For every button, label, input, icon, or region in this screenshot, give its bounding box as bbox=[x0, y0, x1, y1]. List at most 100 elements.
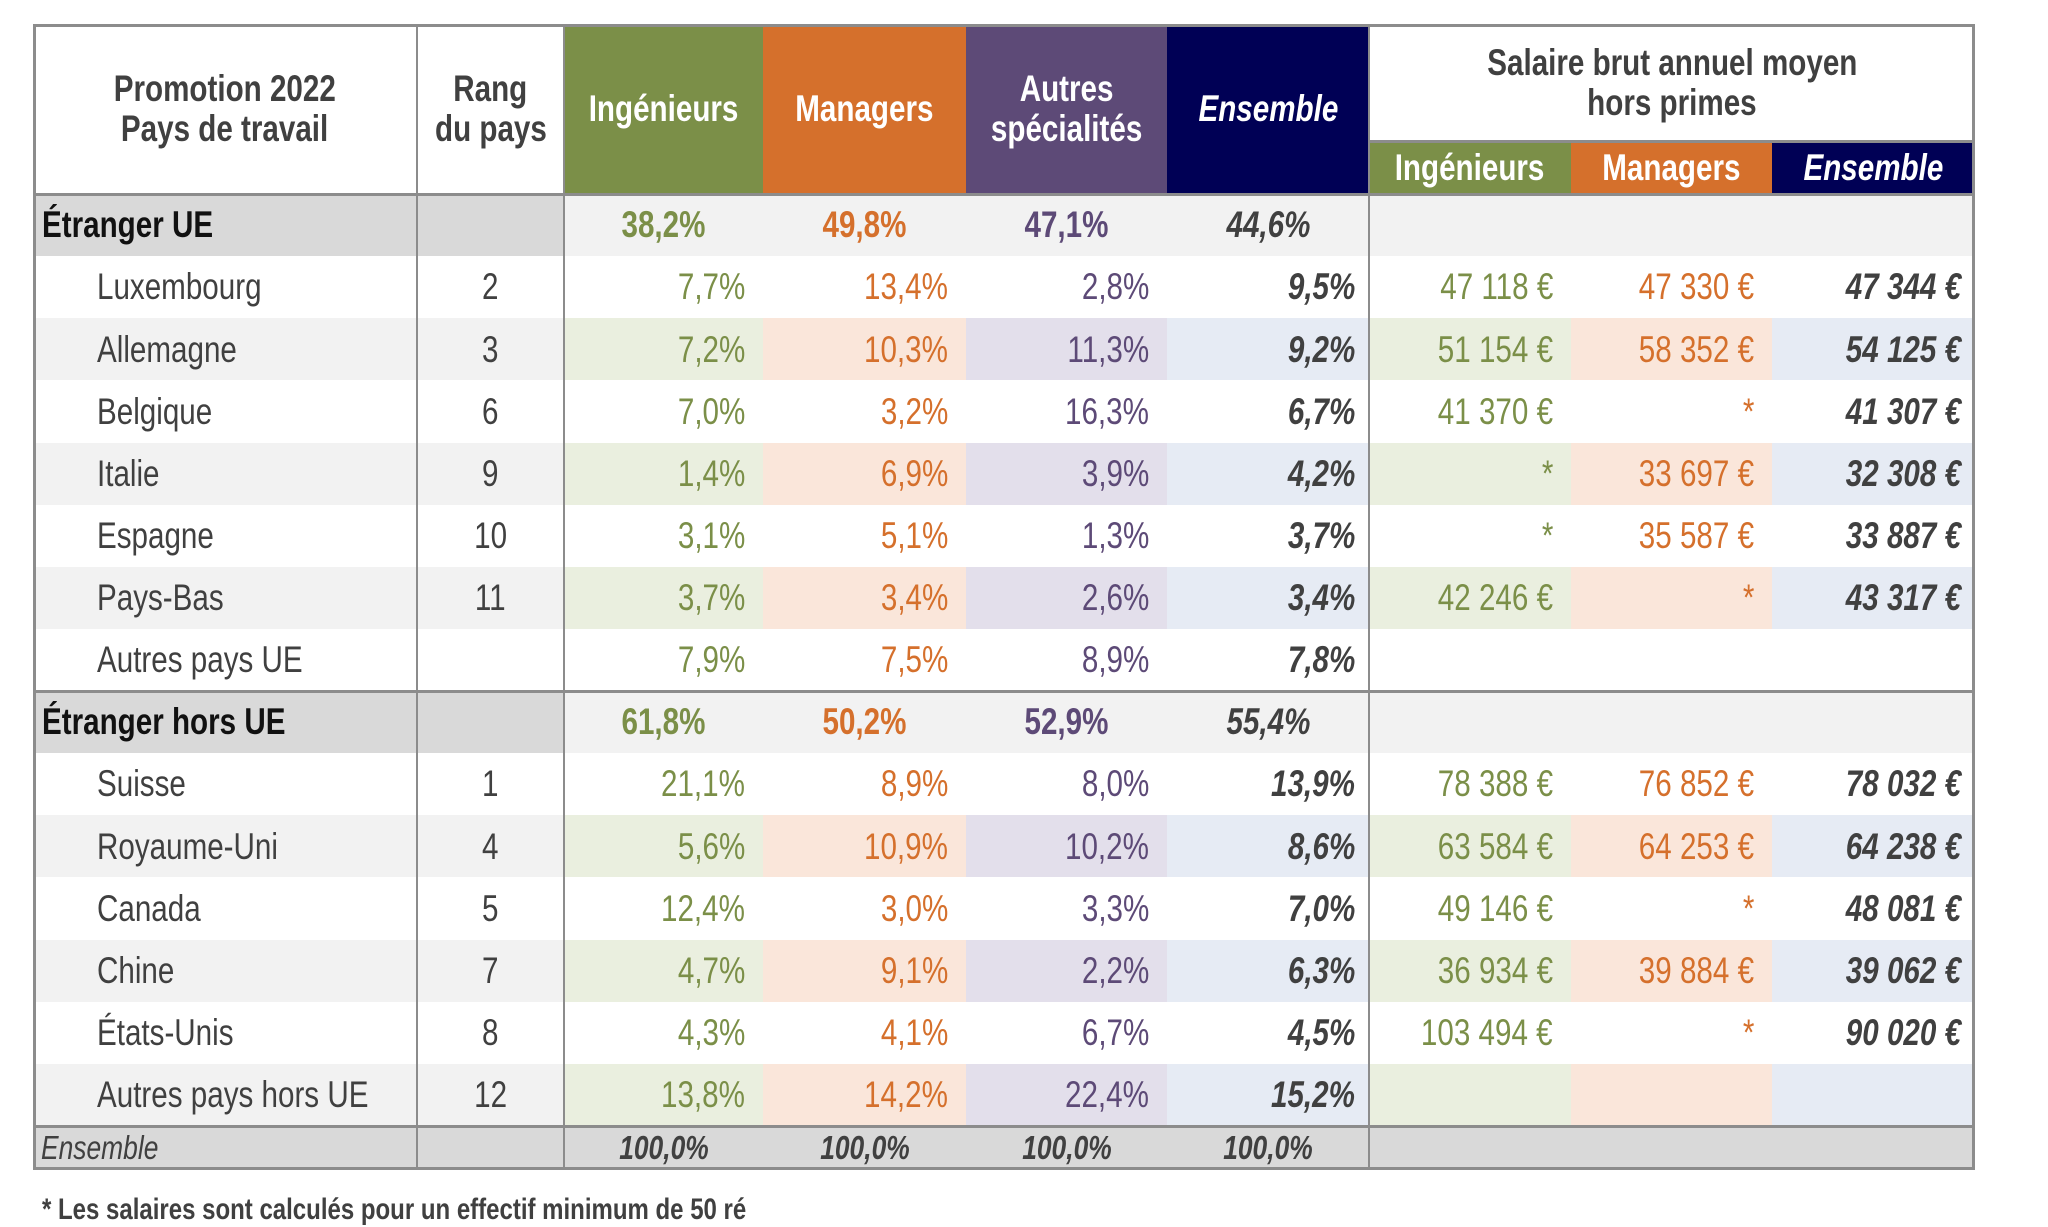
cell-ing: 3,1% bbox=[564, 504, 763, 568]
cell-man: 14,2% bbox=[763, 1063, 966, 1127]
cell-man: 3,2% bbox=[763, 380, 966, 443]
percent-value: 49,8% bbox=[822, 204, 907, 246]
cell-aut: 22,4% bbox=[966, 1063, 1167, 1127]
rank-value: 8 bbox=[482, 1012, 499, 1053]
cell-rang: 4 bbox=[417, 815, 564, 878]
cell-label: Autres pays UE bbox=[33, 628, 417, 692]
cell-rang: 6 bbox=[417, 380, 564, 443]
divider-data bbox=[563, 24, 565, 1170]
cell-s-man: 64 253 € bbox=[1571, 815, 1772, 878]
cell-s-man: 33 697 € bbox=[1571, 442, 1772, 506]
divider-salary bbox=[1368, 24, 1370, 1170]
header-salaire-line1: Salaire brut annuel moyen bbox=[1486, 41, 1858, 83]
percent-value: 61,8% bbox=[621, 701, 706, 743]
divider-rang bbox=[416, 24, 418, 1170]
cell-rang: 5 bbox=[417, 877, 564, 941]
cell-ens: 13,9% bbox=[1167, 753, 1369, 816]
cell-s-ens: 90 020 € bbox=[1772, 1001, 1975, 1065]
salary-value: 103 494 € bbox=[1421, 1012, 1553, 1053]
salary-value: 54 125 € bbox=[1845, 328, 1961, 370]
footer-managers: 100,0% bbox=[763, 1126, 966, 1170]
cell-ens: 15,2% bbox=[1167, 1063, 1369, 1127]
cell-ens: 7,8% bbox=[1167, 628, 1369, 692]
cell-aut: 11,3% bbox=[966, 318, 1167, 381]
cell-man: 8,9% bbox=[763, 753, 966, 816]
salary-value: 39 062 € bbox=[1845, 949, 1961, 991]
cell-ens: 3,4% bbox=[1167, 566, 1369, 630]
cell-ens: 6,7% bbox=[1167, 380, 1369, 443]
salary-value: 33 887 € bbox=[1845, 514, 1961, 556]
cell-rang: 3 bbox=[417, 318, 564, 381]
country-name: Luxembourg bbox=[97, 266, 262, 308]
salary-value: * bbox=[1541, 514, 1553, 556]
cell-s-ens bbox=[1772, 691, 1975, 754]
percent-value: 4,1% bbox=[880, 1012, 948, 1053]
percent-value: 47,1% bbox=[1024, 204, 1109, 246]
cell-man: 49,8% bbox=[763, 194, 966, 257]
cell-man: 9,1% bbox=[763, 939, 966, 1003]
percent-value: 4,5% bbox=[1287, 1012, 1355, 1053]
percent-value: 15,2% bbox=[1271, 1074, 1355, 1116]
cell-ens: 4,2% bbox=[1167, 442, 1369, 506]
cell-aut: 16,3% bbox=[966, 380, 1167, 443]
percent-value: 4,7% bbox=[677, 949, 745, 991]
header-rang-line1: Rang bbox=[453, 68, 528, 109]
cell-s-ing: 103 494 € bbox=[1369, 1001, 1571, 1065]
percent-value: 3,2% bbox=[880, 390, 948, 432]
cell-man: 7,5% bbox=[763, 628, 966, 692]
salary-value: 58 352 € bbox=[1638, 328, 1754, 370]
cell-s-ens bbox=[1772, 194, 1975, 257]
rank-value: 7 bbox=[482, 949, 499, 991]
header-rang-line2: du pays bbox=[434, 108, 547, 149]
salary-value: * bbox=[1742, 577, 1754, 619]
cell-s-ens: 78 032 € bbox=[1772, 753, 1975, 816]
cell-label: Étranger UE bbox=[33, 194, 417, 257]
salary-value: 76 852 € bbox=[1638, 763, 1754, 805]
cell-aut: 47,1% bbox=[966, 194, 1167, 257]
percent-value: 6,7% bbox=[1287, 390, 1355, 432]
salary-value: 36 934 € bbox=[1437, 949, 1553, 991]
rank-value: 1 bbox=[482, 763, 499, 805]
percent-value: 4,2% bbox=[1287, 452, 1355, 494]
rank-value: 11 bbox=[475, 577, 506, 619]
country-name: Allemagne bbox=[97, 328, 237, 370]
header-managers: Managers bbox=[763, 24, 966, 194]
divider-footer bbox=[33, 1125, 1975, 1128]
salary-value: 39 884 € bbox=[1638, 949, 1754, 991]
country-name: Autres pays UE bbox=[97, 639, 303, 681]
cell-s-man: 39 884 € bbox=[1571, 939, 1772, 1003]
cell-label: Espagne bbox=[33, 504, 417, 568]
salary-value: 64 253 € bbox=[1638, 825, 1754, 867]
header-salaire-ensemble: Ensemble bbox=[1772, 141, 1975, 194]
header-salaire-ingenieurs-label: Ingénieurs bbox=[1395, 146, 1545, 188]
percent-value: 7,2% bbox=[677, 328, 745, 370]
percent-value: 3,7% bbox=[1287, 514, 1355, 556]
percent-value: 5,1% bbox=[880, 514, 948, 556]
header-ensemble: Ensemble bbox=[1167, 24, 1369, 194]
header-autres-specialites: Autres spécialités bbox=[966, 24, 1167, 194]
country-name: Royaume-Uni bbox=[97, 825, 278, 867]
footer-ensemble: 100,0% bbox=[1167, 1126, 1369, 1170]
cell-label: Belgique bbox=[33, 380, 417, 443]
cell-ing: 61,8% bbox=[564, 691, 763, 754]
cell-aut: 8,0% bbox=[966, 753, 1167, 816]
rank-value: 2 bbox=[482, 266, 499, 308]
cell-ens: 9,5% bbox=[1167, 256, 1369, 319]
percent-value: 10,2% bbox=[1065, 825, 1149, 867]
salary-value: 48 081 € bbox=[1845, 887, 1961, 929]
country-name: Canada bbox=[97, 887, 201, 929]
cell-aut: 52,9% bbox=[966, 691, 1167, 754]
percent-value: 50,2% bbox=[822, 701, 907, 743]
cell-aut: 6,7% bbox=[966, 1001, 1167, 1065]
divider-header bbox=[33, 193, 1975, 196]
rank-value: 6 bbox=[482, 390, 499, 432]
cell-s-ing bbox=[1369, 194, 1571, 257]
percent-value: 14,2% bbox=[864, 1074, 948, 1116]
footer-label: Ensemble bbox=[33, 1126, 417, 1170]
cell-s-man: * bbox=[1571, 877, 1772, 941]
cell-ens: 8,6% bbox=[1167, 815, 1369, 878]
cell-label: Royaume-Uni bbox=[33, 815, 417, 878]
cell-ing: 7,7% bbox=[564, 256, 763, 319]
cell-ing: 7,2% bbox=[564, 318, 763, 381]
cell-rang: 2 bbox=[417, 256, 564, 319]
